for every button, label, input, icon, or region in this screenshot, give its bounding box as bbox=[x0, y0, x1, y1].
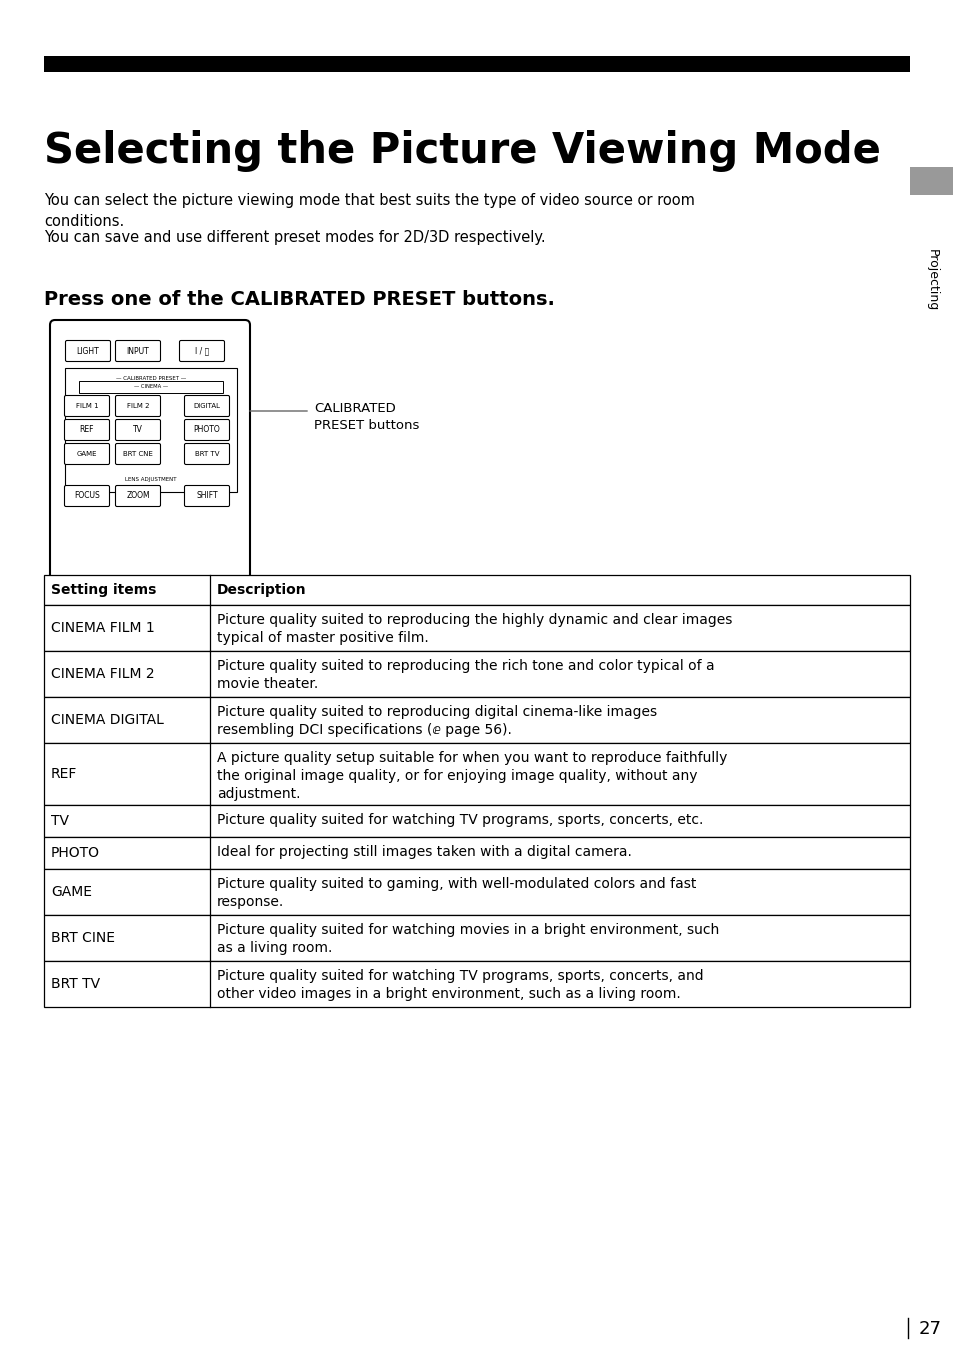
Text: INPUT: INPUT bbox=[127, 346, 150, 356]
Text: A picture quality setup suitable for when you want to reproduce faithfully
the o: A picture quality setup suitable for whe… bbox=[216, 750, 726, 802]
Text: Press one of the CALIBRATED PRESET buttons.: Press one of the CALIBRATED PRESET butto… bbox=[44, 289, 555, 310]
FancyBboxPatch shape bbox=[184, 396, 230, 416]
Bar bbox=[44, 869, 909, 915]
Text: REF: REF bbox=[80, 426, 94, 434]
FancyBboxPatch shape bbox=[65, 396, 110, 416]
Text: Picture quality suited to reproducing the rich tone and color typical of a
movie: Picture quality suited to reproducing th… bbox=[216, 658, 714, 691]
Text: TV: TV bbox=[132, 426, 143, 434]
Text: LIGHT: LIGHT bbox=[76, 346, 99, 356]
Text: Setting items: Setting items bbox=[51, 583, 156, 598]
FancyBboxPatch shape bbox=[115, 485, 160, 507]
FancyBboxPatch shape bbox=[184, 485, 230, 507]
FancyBboxPatch shape bbox=[65, 419, 110, 441]
Bar bbox=[44, 698, 909, 744]
FancyBboxPatch shape bbox=[65, 443, 110, 465]
Text: Selecting the Picture Viewing Mode: Selecting the Picture Viewing Mode bbox=[44, 130, 880, 172]
Text: — CINEMA —: — CINEMA — bbox=[133, 384, 168, 389]
Text: SHIFT: SHIFT bbox=[196, 492, 217, 500]
Text: PHOTO: PHOTO bbox=[51, 846, 100, 860]
Bar bbox=[65, 368, 236, 492]
Text: CINEMA FILM 2: CINEMA FILM 2 bbox=[51, 667, 154, 681]
Text: I / ⏻: I / ⏻ bbox=[194, 346, 209, 356]
FancyBboxPatch shape bbox=[184, 443, 230, 465]
Bar bbox=[44, 961, 909, 1007]
Text: CINEMA FILM 1: CINEMA FILM 1 bbox=[51, 621, 154, 635]
Bar bbox=[44, 744, 909, 804]
Bar bbox=[44, 652, 909, 698]
Text: CINEMA DIGITAL: CINEMA DIGITAL bbox=[51, 713, 164, 727]
FancyBboxPatch shape bbox=[179, 341, 224, 361]
Text: Picture quality suited to reproducing the highly dynamic and clear images
typica: Picture quality suited to reproducing th… bbox=[216, 612, 732, 645]
Text: You can select the picture viewing mode that best suits the type of video source: You can select the picture viewing mode … bbox=[44, 193, 694, 228]
Text: GAME: GAME bbox=[51, 886, 91, 899]
Text: TV: TV bbox=[51, 814, 69, 827]
Text: FILM 2: FILM 2 bbox=[127, 403, 149, 410]
Text: LENS ADJUSTMENT: LENS ADJUSTMENT bbox=[125, 477, 176, 483]
Bar bbox=[44, 804, 909, 837]
Text: Ideal for projecting still images taken with a digital camera.: Ideal for projecting still images taken … bbox=[216, 845, 631, 859]
Text: PHOTO: PHOTO bbox=[193, 426, 220, 434]
FancyBboxPatch shape bbox=[115, 419, 160, 441]
Text: Projecting: Projecting bbox=[924, 249, 938, 311]
Text: Picture quality suited for watching movies in a bright environment, such
as a li: Picture quality suited for watching movi… bbox=[216, 923, 719, 955]
Text: REF: REF bbox=[51, 767, 77, 781]
Text: Picture quality suited to reproducing digital cinema-like images
resembling DCI : Picture quality suited to reproducing di… bbox=[216, 704, 657, 737]
Text: CALIBRATED
PRESET buttons: CALIBRATED PRESET buttons bbox=[314, 402, 419, 433]
Text: FILM 1: FILM 1 bbox=[75, 403, 98, 410]
Text: Description: Description bbox=[216, 583, 306, 598]
FancyBboxPatch shape bbox=[66, 341, 111, 361]
Bar bbox=[44, 55, 909, 72]
Text: BRT TV: BRT TV bbox=[51, 977, 100, 991]
FancyBboxPatch shape bbox=[65, 485, 110, 507]
FancyBboxPatch shape bbox=[115, 443, 160, 465]
FancyBboxPatch shape bbox=[115, 341, 160, 361]
Bar bbox=[44, 604, 909, 652]
Text: DIGITAL: DIGITAL bbox=[193, 403, 220, 410]
Bar bbox=[79, 381, 223, 393]
FancyBboxPatch shape bbox=[50, 320, 250, 600]
Text: BRT CINE: BRT CINE bbox=[51, 932, 115, 945]
FancyBboxPatch shape bbox=[115, 396, 160, 416]
Text: ZOOM: ZOOM bbox=[126, 492, 150, 500]
Bar bbox=[44, 837, 909, 869]
Bar bbox=[909, 168, 953, 195]
Text: GAME: GAME bbox=[76, 452, 97, 457]
Bar bbox=[44, 915, 909, 961]
Text: 27: 27 bbox=[918, 1320, 941, 1338]
Bar bbox=[44, 575, 909, 604]
Text: You can save and use different preset modes for 2D/3D respectively.: You can save and use different preset mo… bbox=[44, 230, 545, 245]
Text: Picture quality suited for watching TV programs, sports, concerts, etc.: Picture quality suited for watching TV p… bbox=[216, 813, 702, 827]
Text: — CALIBRATED PRESET —: — CALIBRATED PRESET — bbox=[115, 376, 186, 381]
Text: BRT TV: BRT TV bbox=[194, 452, 219, 457]
Text: Picture quality suited to gaming, with well-modulated colors and fast
response.: Picture quality suited to gaming, with w… bbox=[216, 877, 696, 909]
Text: Picture quality suited for watching TV programs, sports, concerts, and
other vid: Picture quality suited for watching TV p… bbox=[216, 969, 703, 1002]
FancyBboxPatch shape bbox=[184, 419, 230, 441]
Text: BRT CNE: BRT CNE bbox=[123, 452, 152, 457]
Text: FOCUS: FOCUS bbox=[74, 492, 100, 500]
